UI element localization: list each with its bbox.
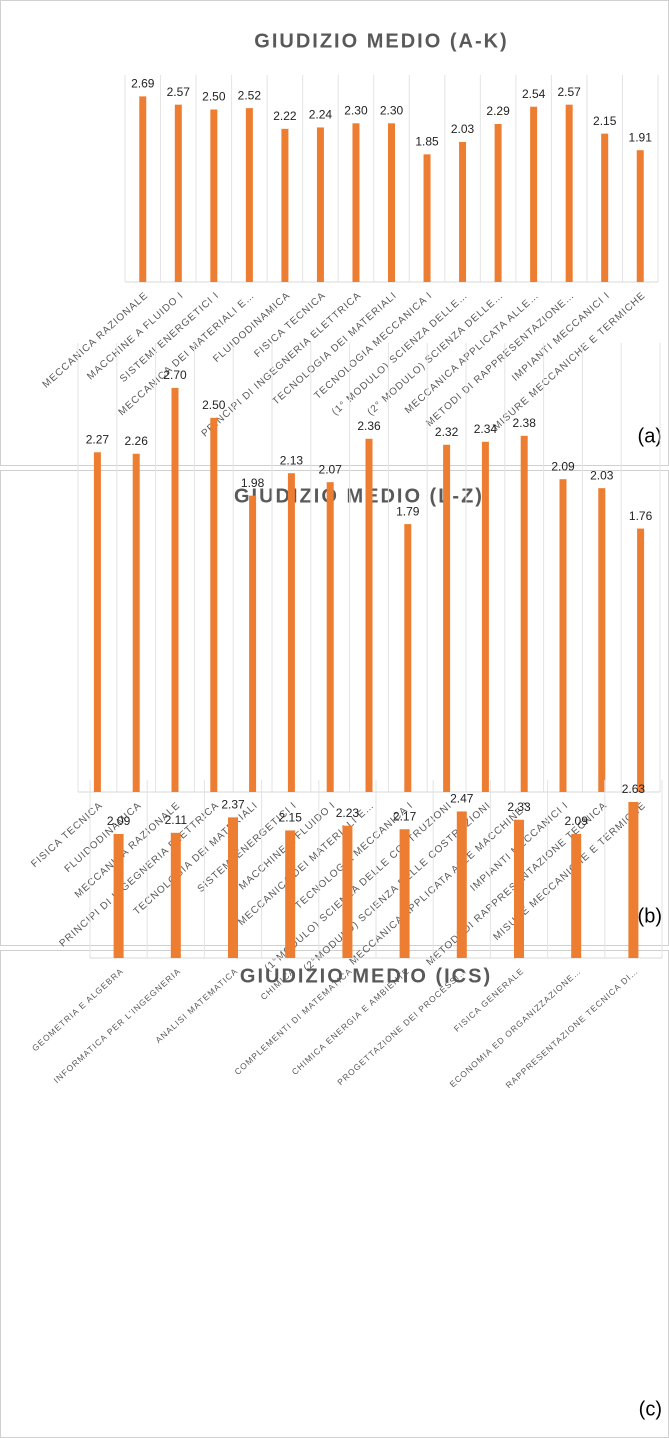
panel-label: (c) xyxy=(639,1398,662,1420)
bar xyxy=(565,104,573,282)
value-label: 2.13 xyxy=(280,453,304,467)
bar xyxy=(459,141,467,282)
value-label: 2.69 xyxy=(131,77,155,91)
chart-title: GIUDIZIO MEDIO (L-Z) xyxy=(234,485,484,507)
bar xyxy=(514,819,524,958)
value-label: 2.23 xyxy=(336,806,360,820)
chart-title: GIUDIZIO MEDIO (ICS) xyxy=(240,965,492,987)
bar xyxy=(174,104,182,282)
value-label: 2.33 xyxy=(507,800,531,814)
x-tick-label: RAPPRESENTAZIONE TECNICA DI… xyxy=(503,966,640,1091)
value-label: 1.98 xyxy=(241,476,265,490)
bar xyxy=(113,833,124,958)
bar xyxy=(352,123,360,282)
value-label: 2.37 xyxy=(221,798,245,812)
bar xyxy=(210,109,218,282)
bar xyxy=(520,435,528,792)
bar xyxy=(404,524,412,792)
x-tick-label: FLUIDODINAMICA xyxy=(63,800,144,875)
value-label: 1.91 xyxy=(629,130,653,144)
value-label: 2.63 xyxy=(622,782,646,796)
bar xyxy=(456,811,467,958)
bar xyxy=(601,133,609,282)
chart-title: GIUDIZIO MEDIO (A-K) xyxy=(254,30,508,52)
bar xyxy=(628,801,639,958)
bar xyxy=(249,495,257,792)
value-label: 2.30 xyxy=(380,103,404,117)
bar xyxy=(170,832,181,958)
bar xyxy=(287,473,295,792)
value-label: 2.15 xyxy=(593,114,617,128)
value-label: 2.32 xyxy=(435,425,459,439)
bar xyxy=(326,482,334,792)
bar xyxy=(443,444,451,792)
value-label: 2.15 xyxy=(279,811,303,825)
value-label: 2.57 xyxy=(167,85,191,99)
bar xyxy=(494,123,502,283)
value-label: 2.70 xyxy=(163,368,187,382)
x-tick-label: INFORMATICA PER L'INGEGNERIA xyxy=(52,966,183,1085)
value-label: 2.24 xyxy=(309,108,333,122)
bar xyxy=(530,106,538,283)
value-label: 1.85 xyxy=(415,135,439,149)
value-label: 1.79 xyxy=(396,504,420,518)
bar xyxy=(285,830,296,958)
bar xyxy=(132,453,140,792)
value-label: 2.36 xyxy=(357,419,381,433)
value-label: 2.03 xyxy=(451,122,475,136)
value-label: 2.03 xyxy=(590,468,614,482)
x-tick-label: GEOMETRIA E ALGEBRA xyxy=(30,966,126,1053)
bar xyxy=(559,479,567,792)
value-label: 2.50 xyxy=(202,398,226,412)
bar xyxy=(399,829,410,958)
value-label: 2.57 xyxy=(557,85,581,99)
value-label: 2.29 xyxy=(486,104,510,118)
value-label: 2.50 xyxy=(202,90,226,104)
bar xyxy=(571,833,582,958)
value-label: 1.76 xyxy=(629,509,653,523)
bar xyxy=(342,825,353,958)
value-label: 2.27 xyxy=(86,432,110,446)
panel-label: (a) xyxy=(638,425,662,447)
bar xyxy=(210,417,218,792)
bar xyxy=(636,150,644,282)
value-label: 2.52 xyxy=(238,88,262,102)
value-label: 2.09 xyxy=(107,814,131,828)
panel-label: (b) xyxy=(638,905,662,927)
bar xyxy=(423,154,431,282)
x-tick-label: FISICA TECNICA xyxy=(29,800,105,870)
value-label: 2.07 xyxy=(319,462,343,476)
bar xyxy=(281,128,289,282)
bar xyxy=(245,108,253,283)
bar xyxy=(388,123,395,282)
bar xyxy=(637,528,645,792)
bar xyxy=(598,488,606,792)
value-label: 2.09 xyxy=(551,459,575,473)
value-label: 2.22 xyxy=(273,109,297,123)
value-label: 2.09 xyxy=(565,814,589,828)
bar xyxy=(171,387,179,792)
value-label: 2.38 xyxy=(513,416,537,430)
bar xyxy=(93,452,101,792)
x-tick-label: MECCANICA APPLICATA ALLE MACCHINE I xyxy=(348,800,532,967)
value-label: 2.47 xyxy=(450,792,474,806)
value-label: 2.17 xyxy=(393,809,417,823)
bar xyxy=(139,96,147,282)
value-label: 2.30 xyxy=(344,103,368,117)
value-label: 2.11 xyxy=(165,813,188,827)
value-label: 2.26 xyxy=(125,434,149,448)
bar xyxy=(228,817,238,958)
bar xyxy=(365,438,373,792)
value-label: 2.34 xyxy=(474,422,498,436)
value-label: 2.54 xyxy=(522,87,546,101)
bar xyxy=(316,127,324,282)
bar xyxy=(481,441,489,792)
